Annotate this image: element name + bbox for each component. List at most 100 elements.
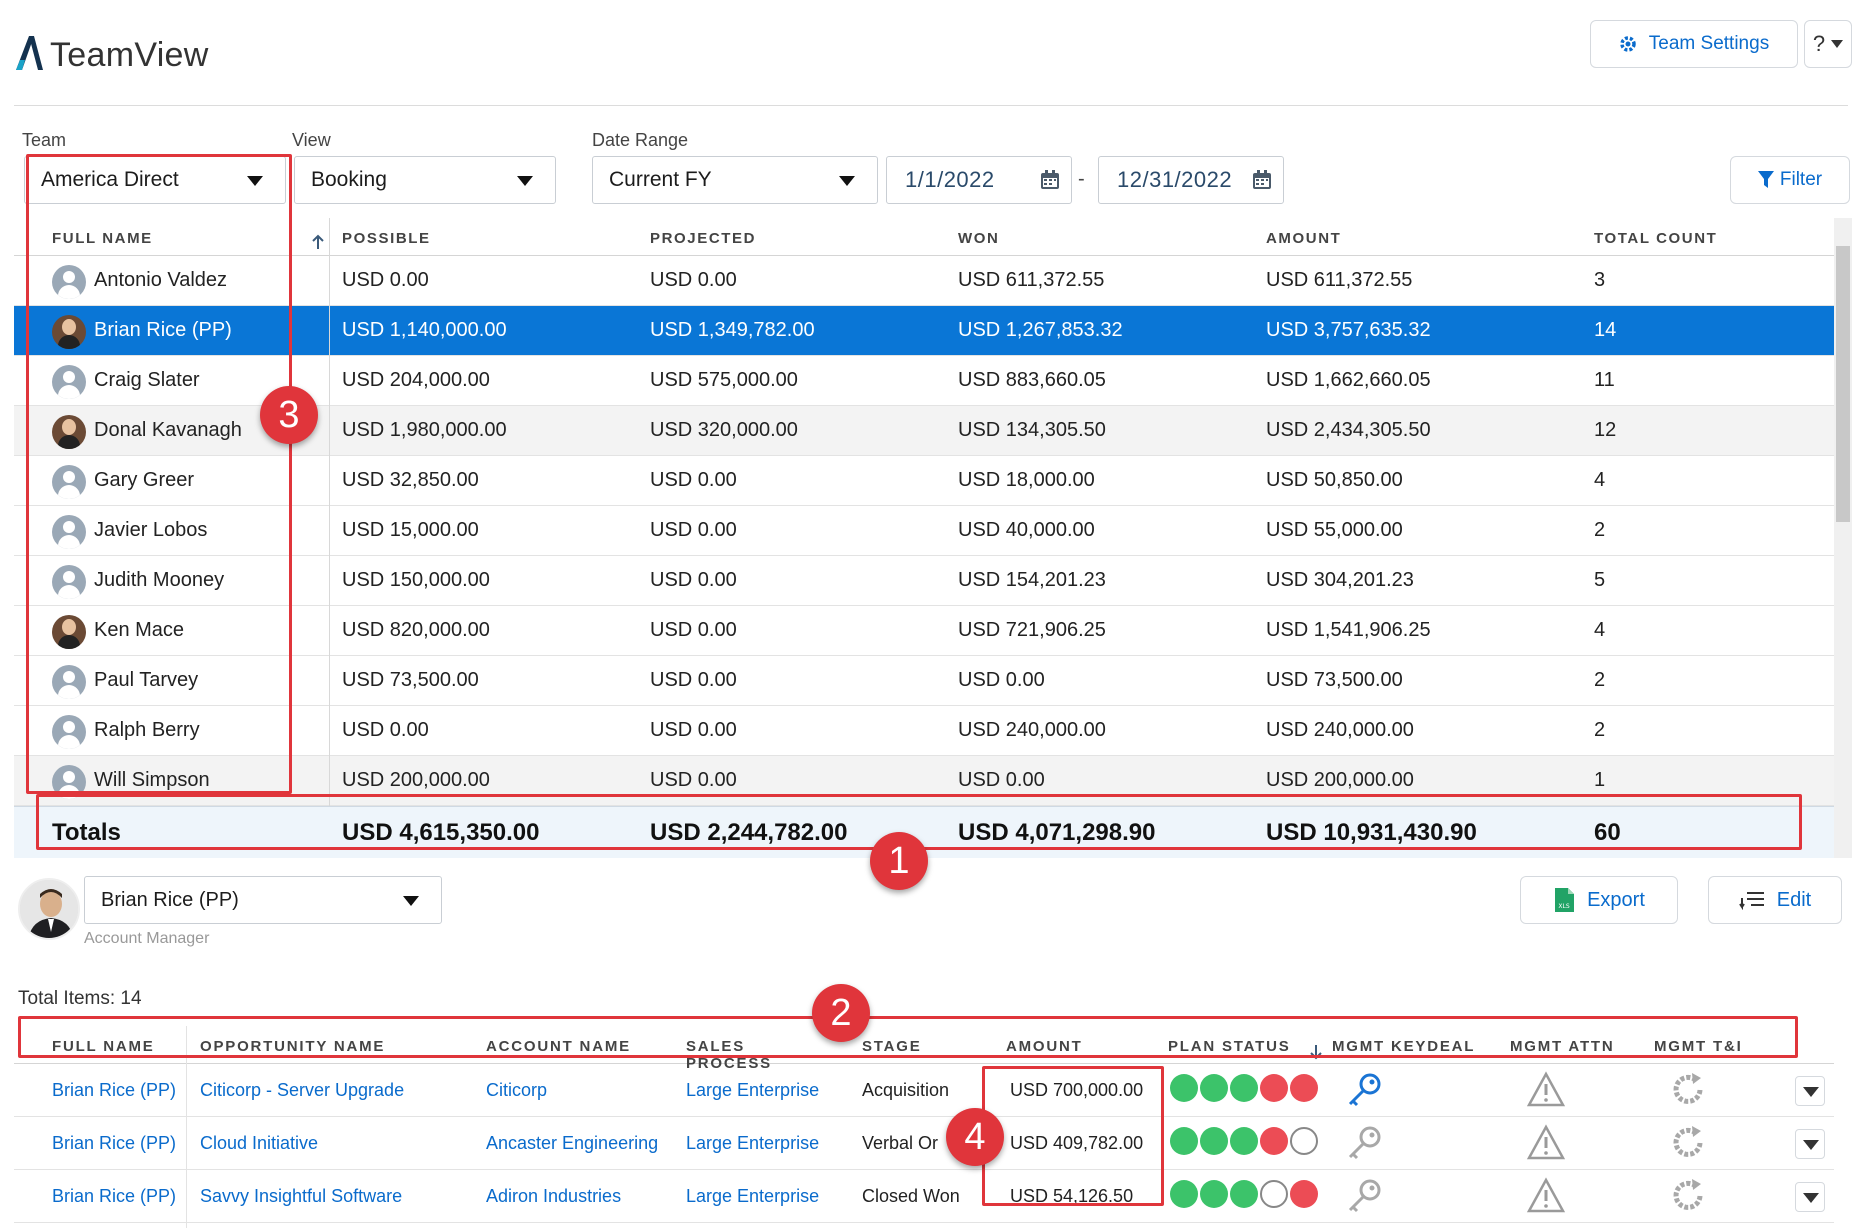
team-member-row[interactable]: Judith Mooney USD 150,000.00 USD 0.00 USD 1… <box>14 556 1834 606</box>
team-member-row[interactable]: Gary Greer USD 32,850.00 USD 0.00 USD 18,00… <box>14 456 1834 506</box>
member-amount: USD 1,541,906.25 <box>1266 619 1431 641</box>
sales-process-link[interactable]: Large Enterprise <box>686 1133 820 1153</box>
key-icon[interactable] <box>1344 1176 1384 1216</box>
team-member-row[interactable]: Ken Mace USD 820,000.00 USD 0.00 USD 721,90… <box>14 606 1834 656</box>
export-button[interactable]: XLS Export <box>1520 876 1678 924</box>
calendar-icon[interactable] <box>1251 169 1273 191</box>
sales-process-link[interactable]: Large Enterprise <box>686 1080 820 1100</box>
col-amount[interactable]: AMOUNT <box>1266 230 1342 247</box>
member-count: 5 <box>1594 569 1606 591</box>
filter-button[interactable]: Filter <box>1730 156 1850 204</box>
annotation-box-amounts <box>982 1066 1164 1206</box>
warning-icon[interactable] <box>1526 1176 1566 1216</box>
gear-icon <box>1620 36 1636 52</box>
member-name[interactable]: Donal Kavanagh <box>94 419 242 441</box>
member-count: 2 <box>1594 519 1606 541</box>
date-from-input[interactable]: 1/1/2022 <box>886 156 1072 204</box>
row-actions-dropdown[interactable] <box>1795 1129 1825 1159</box>
refresh-icon[interactable] <box>1668 1123 1708 1163</box>
member-possible: USD 73,500.00 <box>342 669 479 691</box>
team-member-row[interactable]: Paul Tarvey USD 73,500.00 USD 0.00 USD 0.00… <box>14 656 1834 706</box>
member-won: USD 240,000.00 <box>958 719 1106 741</box>
member-name[interactable]: Will Simpson <box>94 769 210 791</box>
selected-user-select[interactable]: Brian Rice (PP) <box>84 876 442 924</box>
opportunity-owner-link[interactable]: Brian Rice (PP) <box>52 1080 177 1100</box>
column-divider <box>329 218 330 858</box>
detail-col-full-name[interactable]: FULL NAME <box>52 1038 155 1055</box>
member-name[interactable]: Craig Slater <box>94 369 200 391</box>
plan-status-green-dot <box>1200 1180 1228 1208</box>
member-count: 11 <box>1594 369 1615 391</box>
opportunity-name-link[interactable]: Citicorp - Server Upgrade <box>200 1080 405 1100</box>
detail-col-opportunity-name[interactable]: OPPORTUNITY NAME <box>200 1038 386 1055</box>
team-member-row[interactable]: Antonio Valdez USD 0.00 USD 0.00 USD 611,37… <box>14 256 1834 306</box>
detail-col-plan-status[interactable]: PLAN STATUS <box>1168 1038 1291 1055</box>
member-count: 4 <box>1594 469 1606 491</box>
member-amount: USD 55,000.00 <box>1266 519 1403 541</box>
member-name[interactable]: Paul Tarvey <box>94 669 199 691</box>
team-member-row[interactable]: Will Simpson USD 200,000.00 USD 0.00 USD 0.… <box>14 756 1834 806</box>
key-icon[interactable] <box>1344 1123 1384 1163</box>
opportunity-owner-link[interactable]: Brian Rice (PP) <box>52 1186 177 1206</box>
warning-icon[interactable] <box>1526 1123 1566 1163</box>
grid-scrollbar-thumb[interactable] <box>1836 246 1850 522</box>
account-name-link[interactable]: Citicorp <box>486 1080 548 1100</box>
member-name[interactable]: Gary Greer <box>94 469 195 491</box>
row-actions-dropdown[interactable] <box>1795 1182 1825 1212</box>
detail-col-amount[interactable]: AMOUNT <box>1006 1038 1083 1055</box>
warning-icon[interactable] <box>1526 1070 1566 1110</box>
team-member-row[interactable]: Ralph Berry USD 0.00 USD 0.00 USD 240,000.0… <box>14 706 1834 756</box>
sales-process-link[interactable]: Large Enterprise <box>686 1186 820 1206</box>
account-name-link[interactable]: Ancaster Engineering <box>486 1133 659 1153</box>
filter-icon <box>1757 171 1774 188</box>
opportunity-owner-link[interactable]: Brian Rice (PP) <box>52 1133 177 1153</box>
team-member-row[interactable]: Brian Rice (PP) USD 1,140,000.00 USD 1,349… <box>14 306 1834 356</box>
opportunity-name-link[interactable]: Cloud Initiative <box>200 1133 319 1153</box>
col-total-count[interactable]: TOTAL COUNT <box>1594 230 1718 247</box>
member-amount: USD 73,500.00 <box>1266 669 1403 691</box>
team-member-row[interactable]: Javier Lobos USD 15,000.00 USD 0.00 USD 40,… <box>14 506 1834 556</box>
account-name-link[interactable]: Adiron Industries <box>486 1186 622 1206</box>
team-select[interactable]: America Direct <box>24 156 286 204</box>
detail-col-mgmt-keydeal[interactable]: MGMT KEYDEAL <box>1332 1038 1476 1055</box>
refresh-icon[interactable] <box>1668 1176 1708 1216</box>
sort-ascending-icon[interactable] <box>312 234 324 250</box>
member-name[interactable]: Brian Rice (PP) <box>94 319 232 341</box>
view-select[interactable]: Booking <box>294 156 556 204</box>
col-possible[interactable]: POSSIBLE <box>342 230 431 247</box>
member-name[interactable]: Ken Mace <box>94 619 185 641</box>
opportunity-row: Brian Rice (PP) Savvy Insightful Software… <box>14 1170 1834 1223</box>
date-from-value: 1/1/2022 <box>905 167 995 192</box>
col-full-name[interactable]: FULL NAME <box>52 230 153 247</box>
team-grid-header: FULL NAME POSSIBLE PROJECTED WON AMOUNT … <box>14 218 1834 256</box>
annotation-badge-1: 1 <box>870 832 928 890</box>
team-settings-button[interactable]: Team Settings <box>1590 20 1798 68</box>
opportunity-name-link[interactable]: Savvy Insightful Software <box>200 1186 403 1206</box>
detail-col-sales-process[interactable]: SALES PROCESS <box>686 1038 772 1072</box>
member-name[interactable]: Judith Mooney <box>94 569 225 591</box>
col-projected[interactable]: PROJECTED <box>650 230 757 247</box>
detail-col-stage[interactable]: STAGE <box>862 1038 922 1055</box>
detail-col-account-name[interactable]: ACCOUNT NAME <box>486 1038 631 1055</box>
team-member-row[interactable]: Craig Slater USD 204,000.00 USD 575,000.00… <box>14 356 1834 406</box>
teamview-logo-icon <box>16 36 43 70</box>
date-to-input[interactable]: 12/31/2022 <box>1098 156 1284 204</box>
detail-col-mgmt-ti[interactable]: MGMT T&I <box>1654 1038 1743 1055</box>
plan-status-green-dot <box>1230 1074 1258 1102</box>
member-count: 14 <box>1594 319 1617 341</box>
col-won[interactable]: WON <box>958 230 1000 247</box>
edit-button[interactable]: Edit <box>1708 876 1842 924</box>
help-menu-button[interactable]: ? <box>1804 20 1852 68</box>
detail-col-mgmt-attn[interactable]: MGMT ATTN <box>1510 1038 1615 1055</box>
next-row-partial <box>14 1224 1834 1228</box>
key-icon[interactable] <box>1344 1070 1384 1110</box>
date-range-select[interactable]: Current FY <box>592 156 878 204</box>
member-name[interactable]: Javier Lobos <box>94 519 208 541</box>
refresh-icon[interactable] <box>1668 1070 1708 1110</box>
row-actions-dropdown[interactable] <box>1795 1076 1825 1106</box>
member-name[interactable]: Antonio Valdez <box>94 269 228 291</box>
member-projected: USD 320,000.00 <box>650 419 798 441</box>
member-name[interactable]: Ralph Berry <box>94 719 200 741</box>
member-possible: USD 1,140,000.00 <box>342 319 507 341</box>
calendar-icon[interactable] <box>1039 169 1061 191</box>
